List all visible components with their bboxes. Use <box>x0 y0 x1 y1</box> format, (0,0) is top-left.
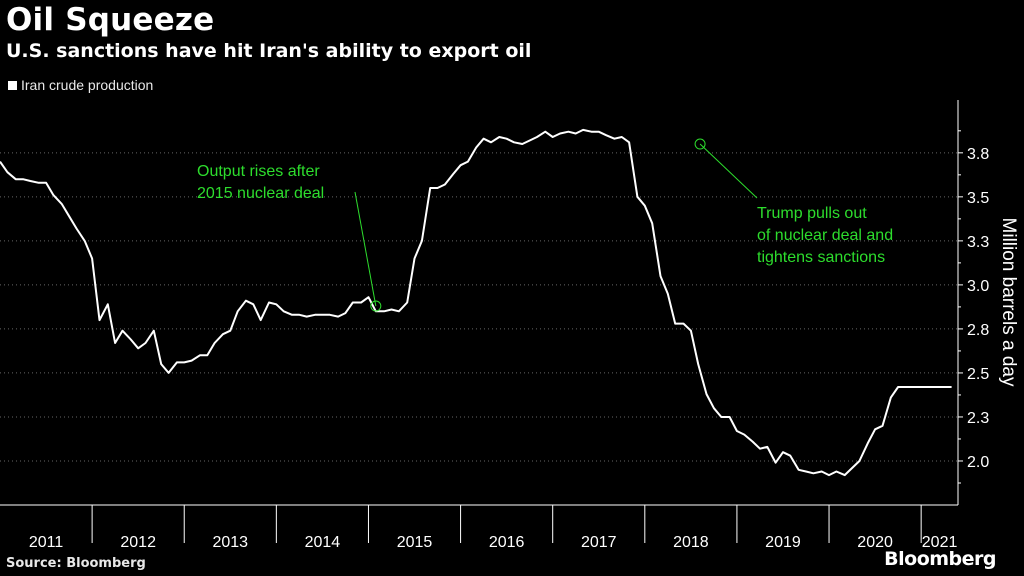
chart-title: Oil Squeeze <box>6 2 215 38</box>
y-axis: 2.0 2.3 2.5 2.8 3.0 3.3 3.5 3.8 Million barrels … <box>957 100 1019 505</box>
grid-lines <box>0 152 958 462</box>
annotation-text: Trump pulls out <box>757 205 867 222</box>
series-group <box>0 128 952 477</box>
x-tick-label: 2011 <box>29 534 64 551</box>
y-tick-label: 2.0 <box>967 454 989 471</box>
annotation-marker <box>694 138 706 150</box>
legend: Iran crude production <box>8 77 153 93</box>
x-tick-label: 2014 <box>305 534 341 551</box>
y-tick-label: 3.5 <box>967 190 989 207</box>
annotation-marker <box>370 300 382 312</box>
x-tick-label: 2017 <box>581 534 617 551</box>
y-tick-label: 3.8 <box>967 146 989 163</box>
annotation-text: tightens sanctions <box>757 249 885 266</box>
y-tick-label: 2.8 <box>967 322 989 339</box>
annotation-text: 2015 nuclear deal <box>197 185 324 202</box>
chart-subtitle: U.S. sanctions have hit Iran's ability t… <box>6 40 532 62</box>
source-note: Source: Bloomberg <box>6 556 146 571</box>
x-axis: 2011 2012 2013 2014 2015 2016 2017 2018 2019 2020… <box>0 504 958 551</box>
annotation-text: Output rises after <box>197 163 320 180</box>
x-tick-label: 2021 <box>922 534 958 551</box>
legend-label: Iran crude production <box>21 77 154 93</box>
legend-swatch <box>8 80 17 90</box>
x-tick-label: 2018 <box>673 534 709 551</box>
y-tick-label: 2.3 <box>967 410 989 427</box>
x-tick-label: 2013 <box>212 534 248 551</box>
annotation-leader <box>699 143 758 199</box>
x-tick-label: 2012 <box>120 534 156 551</box>
annotation-text: of nuclear deal and <box>757 227 893 244</box>
y-tick-label: 2.5 <box>967 366 989 383</box>
y-tick-label: 3.0 <box>967 278 989 295</box>
x-tick-label: 2020 <box>857 534 893 551</box>
series-line <box>0 128 952 477</box>
y-tick-label: 3.3 <box>967 234 989 251</box>
y-axis-title: Million barrels a day <box>998 218 1019 387</box>
bloomberg-logo: Bloomberg <box>884 548 996 570</box>
annotation-leader <box>354 191 377 307</box>
x-tick-label: 2016 <box>489 534 525 551</box>
annotations: Output rises after 2015 nuclear deal Trump… <box>197 138 893 312</box>
x-tick-label: 2019 <box>765 534 801 551</box>
x-tick-label: 2015 <box>397 534 433 551</box>
